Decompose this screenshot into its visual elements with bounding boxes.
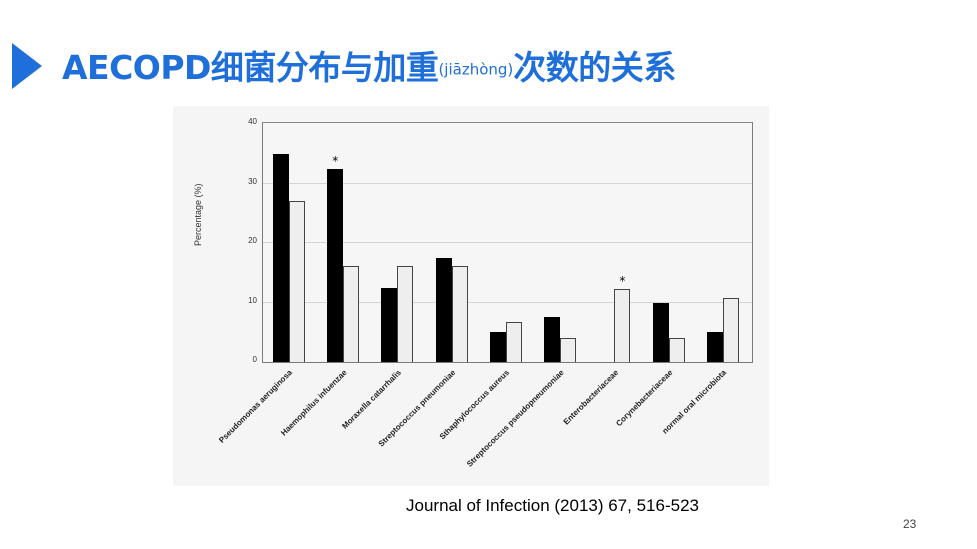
plot-area: * * — [262, 122, 753, 363]
bar-black — [489, 332, 506, 362]
bar-black — [273, 153, 289, 362]
title-pinyin: (jiāzhòng) — [438, 60, 514, 79]
title-tail: 次数的关系 — [513, 48, 676, 87]
significance-star: * — [332, 153, 339, 168]
title-arrow-icon — [12, 43, 42, 89]
bar-white — [560, 338, 577, 362]
gridline — [263, 182, 752, 184]
gridline — [263, 242, 752, 243]
bar-black — [544, 317, 561, 362]
bar-white — [668, 338, 685, 362]
bar-white — [451, 265, 468, 362]
bar-white — [343, 265, 360, 362]
slide-title: AECOPD细菌分布与加重(jiāzhòng)次数的关系 — [62, 46, 676, 92]
bar-chart: Percentage (%) 0 10 20 30 40 * * Pseudomonas … — [173, 106, 769, 486]
x-tick-label: Enterobacteriaceae — [561, 368, 620, 427]
x-tick-label: Streptococcus pseudopneumoniae — [464, 368, 566, 469]
citation: Journal of Infection (2013) 67, 516-523 — [406, 496, 699, 515]
x-tick-label: Moraxella catarrhalis — [340, 368, 403, 431]
significance-star: * — [619, 274, 626, 289]
page-number: 23 — [903, 517, 917, 531]
bar-black — [327, 168, 344, 362]
bar-white — [722, 297, 739, 362]
gridline — [263, 301, 752, 303]
bar-black — [381, 287, 398, 362]
x-tick-label: Corynebacteriaceae — [613, 368, 674, 429]
bar-black — [706, 332, 723, 362]
bar-white — [614, 289, 631, 362]
y-axis-label: Percentage (%) — [193, 183, 203, 246]
y-tick-label: 20 — [248, 236, 257, 245]
y-tick-label: 0 — [252, 355, 257, 364]
bar-black — [652, 302, 669, 362]
bar-white — [505, 321, 522, 362]
y-tick-label: 10 — [248, 295, 257, 305]
y-tick-label: 40 — [248, 117, 257, 126]
bar-black — [435, 257, 452, 362]
bar-white — [289, 201, 305, 362]
title-main: AECOPD细菌分布与加重 — [62, 48, 439, 87]
bar-white — [397, 265, 414, 362]
y-tick-label: 30 — [248, 176, 257, 186]
